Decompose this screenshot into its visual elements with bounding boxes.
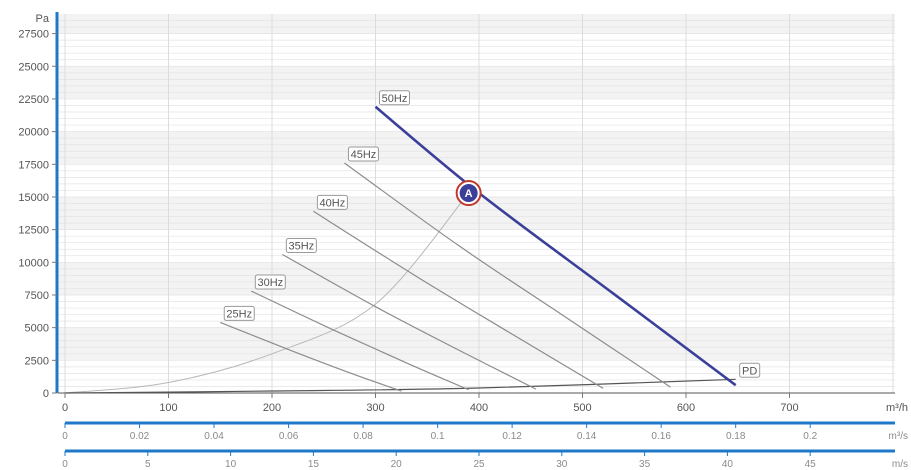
x-axis: 0 100 200 300 400 500 600 700 m³/h bbox=[58, 392, 908, 414]
secondary-tick-label: 5 bbox=[145, 459, 151, 470]
system-curves bbox=[64, 192, 736, 394]
frequency-label: 25Hz bbox=[226, 308, 252, 320]
y-axis-unit: Pa bbox=[36, 13, 50, 25]
x-axis-unit: m³/h bbox=[886, 402, 908, 414]
frequency-label-box bbox=[285, 237, 317, 253]
secondary-tick-label: 10 bbox=[225, 459, 237, 470]
secondary-tick-label: 0.06 bbox=[279, 431, 299, 442]
x-tick-label: 200 bbox=[263, 402, 281, 414]
frequency-curve-labels: 25Hz 30Hz 35Hz 40Hz 45Hz 50Hz bbox=[223, 90, 410, 321]
background-band bbox=[58, 14, 895, 34]
frequency-label: 30Hz bbox=[257, 277, 283, 289]
secondary-tick-label: 0.1 bbox=[431, 431, 445, 442]
secondary-tick-label: 0 bbox=[62, 459, 68, 470]
y-tick-label: 25000 bbox=[18, 61, 49, 73]
secondary-tick-label: 35 bbox=[639, 459, 651, 470]
x-tick-label: 0 bbox=[62, 402, 68, 414]
y-tick-label: 12500 bbox=[18, 225, 49, 237]
operating-point-marker bbox=[459, 184, 478, 203]
x-tick-label: 400 bbox=[470, 402, 488, 414]
grid-lines bbox=[58, 14, 895, 393]
y-tick-label: 22500 bbox=[18, 94, 49, 106]
y-tick-label: 5000 bbox=[25, 323, 49, 335]
x-tick-label: 100 bbox=[159, 402, 177, 414]
frequency-label-box bbox=[379, 90, 410, 106]
frequency-label: 50Hz bbox=[382, 93, 408, 105]
secondary-tick-label: 0.2 bbox=[803, 431, 817, 442]
secondary-tick-label: 25 bbox=[473, 459, 485, 470]
y-tick-label: 0 bbox=[43, 388, 49, 400]
secondary-tick-label: 20 bbox=[391, 459, 403, 470]
background-band bbox=[58, 327, 895, 361]
frequency-label-box bbox=[254, 274, 286, 290]
y-tick-label: 7500 bbox=[25, 290, 49, 302]
secondary-axis-unit: m/s bbox=[892, 459, 908, 470]
y-tick-label: 2500 bbox=[25, 355, 49, 367]
secondary-tick-label: 0.14 bbox=[577, 431, 597, 442]
secondary-tick-label: 30 bbox=[556, 459, 568, 470]
background-band bbox=[58, 66, 895, 99]
background-band bbox=[58, 131, 895, 165]
system-curve bbox=[64, 192, 469, 394]
secondary-tick-label: 0.08 bbox=[353, 431, 373, 442]
frequency-label: 45Hz bbox=[351, 149, 377, 161]
y-tick-label: 10000 bbox=[18, 257, 49, 269]
x-tick-label: 300 bbox=[366, 402, 384, 414]
y-tick-label: 27500 bbox=[18, 29, 49, 41]
frequency-label-box bbox=[316, 194, 348, 210]
x-tick-label: 600 bbox=[677, 402, 695, 414]
secondary-tick-label: 0.02 bbox=[130, 431, 150, 442]
y-tick-label: 15000 bbox=[18, 192, 49, 204]
y-tick-label: 20000 bbox=[18, 127, 49, 139]
x-tick-label: 700 bbox=[780, 402, 798, 414]
background-band bbox=[58, 262, 895, 295]
frequency-curve bbox=[313, 210, 604, 389]
annotations: A PD bbox=[455, 180, 761, 378]
secondary-tick-label: 0.04 bbox=[204, 431, 224, 442]
frequency-label: 35Hz bbox=[289, 240, 315, 252]
secondary-tick-label: 40 bbox=[722, 459, 734, 470]
pd-label: PD bbox=[742, 365, 757, 377]
secondary-tick-label: 0 bbox=[62, 431, 68, 442]
frequency-label: 40Hz bbox=[320, 197, 346, 209]
secondary-tick-label: 45 bbox=[805, 459, 817, 470]
secondary-axis-unit: m³/s bbox=[889, 431, 908, 442]
y-axis: 0 2500 5000 7500 10000 12500 15000 17500 20000 22… bbox=[18, 12, 59, 400]
secondary-tick-label: 0.16 bbox=[651, 431, 671, 442]
secondary-tick-label: 0.12 bbox=[502, 431, 522, 442]
frequency-curve bbox=[251, 290, 469, 391]
frequency-curves bbox=[220, 105, 737, 392]
frequency-curve bbox=[282, 253, 537, 390]
secondary-tick-label: 0.18 bbox=[726, 431, 746, 442]
y-tick-label: 17500 bbox=[18, 159, 49, 171]
frequency-curve bbox=[374, 105, 737, 387]
secondary-tick-label: 15 bbox=[308, 459, 320, 470]
frequency-label-box bbox=[223, 305, 255, 321]
frequency-label-box bbox=[347, 146, 379, 162]
pd-label-box bbox=[739, 362, 761, 378]
frequency-curve bbox=[344, 162, 671, 388]
frequency-curve bbox=[220, 321, 402, 392]
x-tick-label: 500 bbox=[573, 402, 591, 414]
secondary-x-axes: 0 0.02 0.04 0.06 0.08 0.1 0.12 0.14 0.16 0.18 0.2 m… bbox=[62, 421, 908, 470]
operating-point-label: A bbox=[465, 188, 473, 200]
system-curve bbox=[64, 378, 736, 394]
